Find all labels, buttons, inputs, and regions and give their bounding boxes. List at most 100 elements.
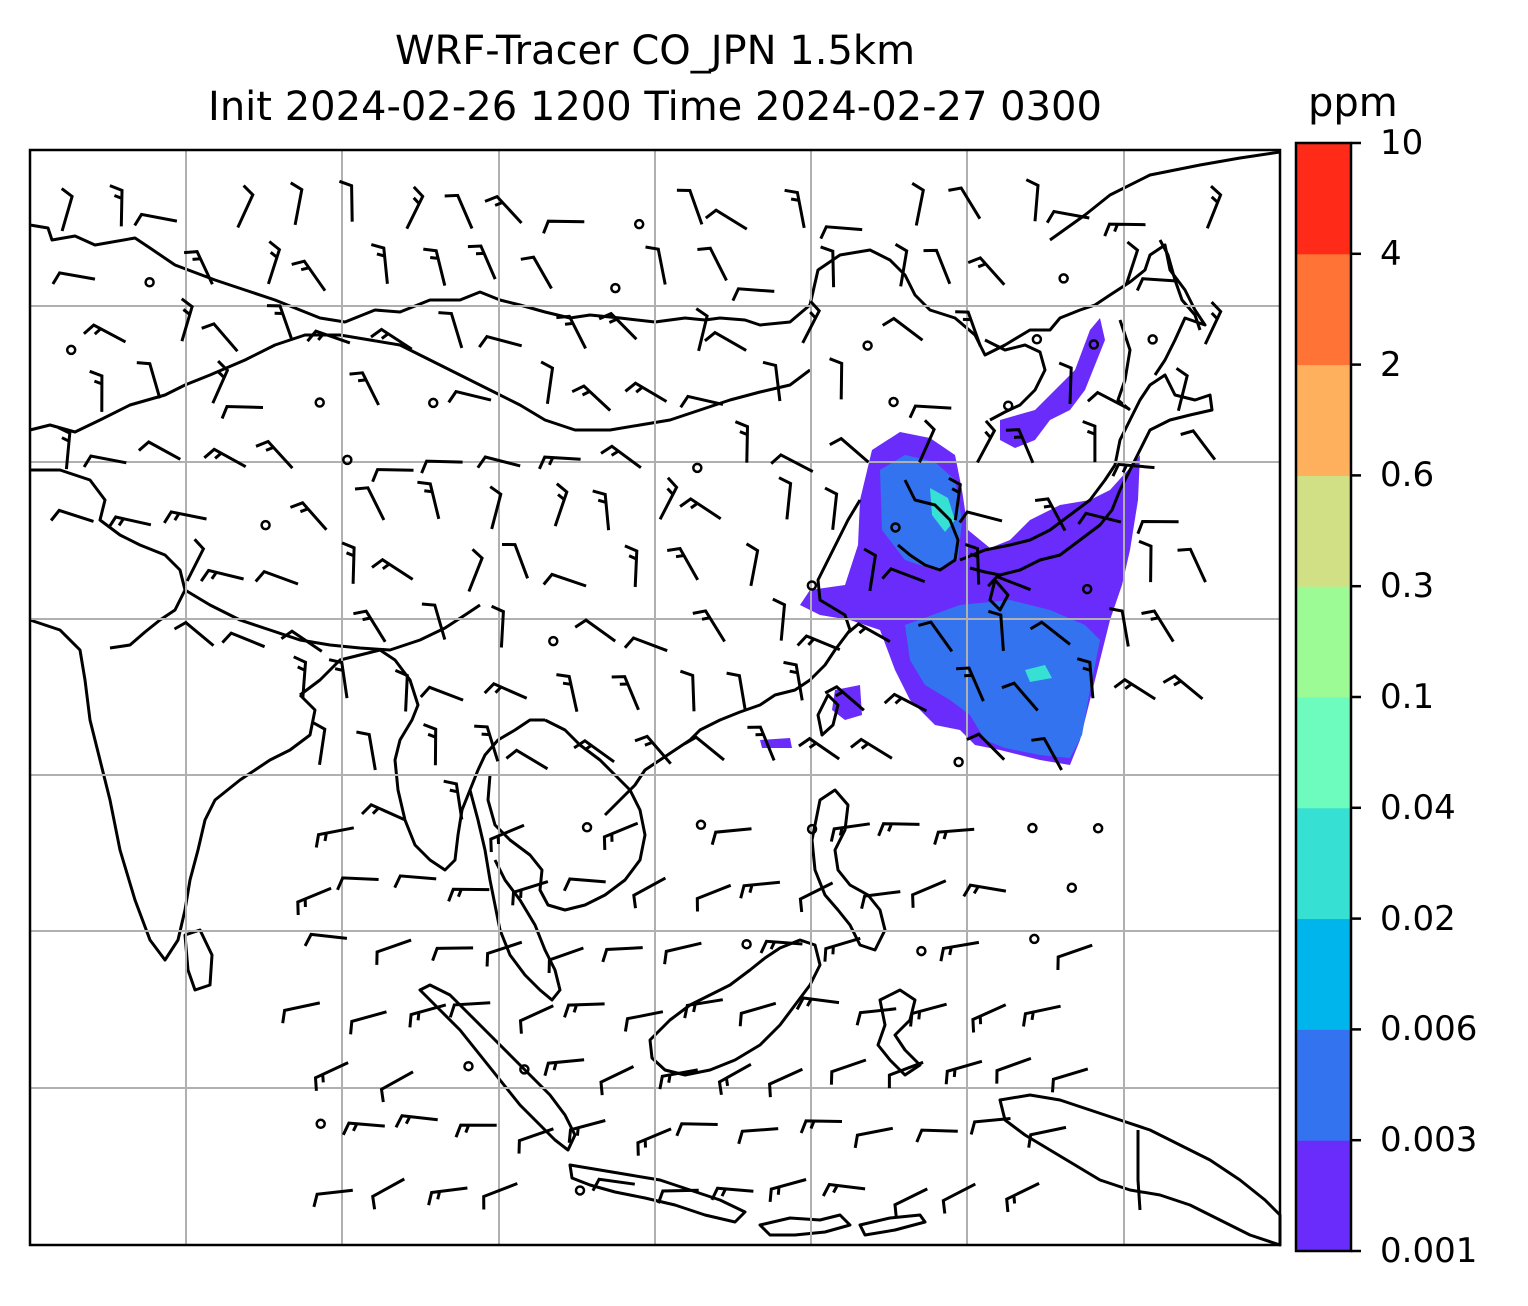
calm-wind-marker — [888, 396, 899, 408]
wind-barb — [427, 1186, 468, 1206]
wind-barb — [1180, 429, 1217, 461]
wind-barb — [692, 609, 726, 643]
wind-barb — [354, 486, 386, 521]
wind-barb — [542, 219, 585, 234]
wind-barb — [1086, 390, 1131, 411]
calm-wind-marker — [806, 580, 818, 591]
wind-barb — [236, 184, 255, 229]
wind-barb — [371, 468, 414, 483]
colorbar-segment — [1296, 918, 1351, 1030]
wind-barb — [517, 1127, 554, 1154]
colorbar — [1294, 141, 1361, 1253]
wind-barb — [911, 182, 925, 226]
wind-barb — [849, 737, 893, 760]
colorbar-tick-label: 0.3 — [1380, 566, 1435, 607]
wind-barb — [136, 361, 162, 399]
wind-barb — [710, 1186, 754, 1201]
wind-barb — [634, 734, 672, 765]
map-title-line1: WRF-Tracer CO_JPN 1.5km — [394, 28, 916, 74]
wind-barb — [675, 1122, 718, 1137]
wind-barb — [349, 1010, 387, 1035]
wind-barb — [624, 544, 639, 588]
wind-barb — [1141, 609, 1175, 643]
coastline-china-east — [603, 499, 862, 817]
wind-barb — [476, 455, 521, 469]
calm-wind-marker — [1002, 400, 1014, 411]
wind-barb — [939, 940, 980, 962]
wind-barb — [82, 454, 127, 468]
coastline-india — [29, 618, 317, 962]
calm-wind-marker — [548, 635, 559, 647]
wind-barb — [783, 660, 804, 701]
wind-barb — [454, 1123, 497, 1138]
wind-barb — [591, 1177, 636, 1192]
colorbar-tick-label: 10 — [1380, 123, 1424, 163]
wind-barb — [375, 938, 412, 965]
wind-barb — [969, 1117, 1011, 1135]
wind-barb — [1051, 1067, 1089, 1093]
wind-barb — [710, 827, 752, 846]
wind-barb — [82, 323, 127, 344]
wind-barb — [520, 255, 553, 290]
wind-barb — [266, 304, 294, 341]
wind-barb — [573, 738, 615, 764]
wind-barb — [1177, 547, 1207, 583]
wind-barb — [291, 259, 327, 292]
wind-barb — [798, 881, 834, 913]
wind-barb — [600, 444, 642, 469]
wind-barb — [289, 181, 304, 226]
wind-barb — [199, 568, 244, 582]
colorbar-tick-label: 0.04 — [1380, 787, 1456, 828]
wind-barb — [887, 1060, 924, 1089]
wind-barb — [420, 459, 463, 474]
wind-barb — [592, 489, 611, 531]
wind-barb — [336, 876, 379, 891]
calm-wind-marker — [1081, 583, 1093, 595]
wind-barb — [737, 1127, 779, 1145]
wind-barb — [1162, 674, 1204, 701]
colorbar-segment — [1296, 253, 1351, 366]
wind-barb — [421, 602, 447, 641]
wind-barb — [419, 685, 464, 702]
wind-barb — [109, 184, 124, 227]
wind-barb — [57, 426, 72, 470]
wind-barb — [1113, 677, 1157, 701]
wind-barb — [511, 880, 549, 906]
wind-barb — [772, 597, 787, 641]
wind-barb — [958, 510, 1003, 524]
colorbar-tick-label: 0.6 — [1380, 455, 1435, 496]
wind-barb — [1005, 428, 1035, 464]
wind-barb — [768, 1067, 804, 1098]
wind-barb — [1124, 240, 1140, 285]
wind-barb — [717, 1062, 752, 1096]
wind-barb — [598, 311, 638, 341]
wind-barb — [908, 404, 952, 419]
wind-barb — [955, 310, 982, 347]
wind-barb — [624, 381, 668, 403]
wind-barb — [489, 485, 503, 530]
wind-barb — [987, 609, 1005, 652]
wind-barb — [987, 574, 1032, 592]
coastline-bay-of-bengal — [299, 648, 545, 872]
wind-barb — [684, 735, 725, 762]
wind-barb — [467, 548, 484, 593]
wind-barb — [438, 311, 464, 349]
wind-barb — [784, 188, 806, 229]
wind-barb — [1027, 1125, 1067, 1148]
wind-barb — [553, 482, 569, 527]
wind-barb — [747, 725, 776, 761]
wind-barb — [695, 307, 709, 352]
wind-barb — [1076, 657, 1095, 699]
plume-core-north — [880, 455, 962, 570]
colorbar-segment — [1296, 697, 1351, 809]
wind-barb — [107, 515, 152, 529]
coastline-indochina — [486, 718, 647, 912]
wind-barb — [540, 360, 555, 405]
wind-barb — [739, 880, 781, 899]
wind-barb — [933, 827, 975, 846]
calm-wind-marker — [890, 522, 901, 533]
calm-wind-marker — [695, 819, 707, 831]
colorbar-tick-label: 0.003 — [1380, 1120, 1478, 1161]
wind-barb — [1029, 620, 1071, 646]
